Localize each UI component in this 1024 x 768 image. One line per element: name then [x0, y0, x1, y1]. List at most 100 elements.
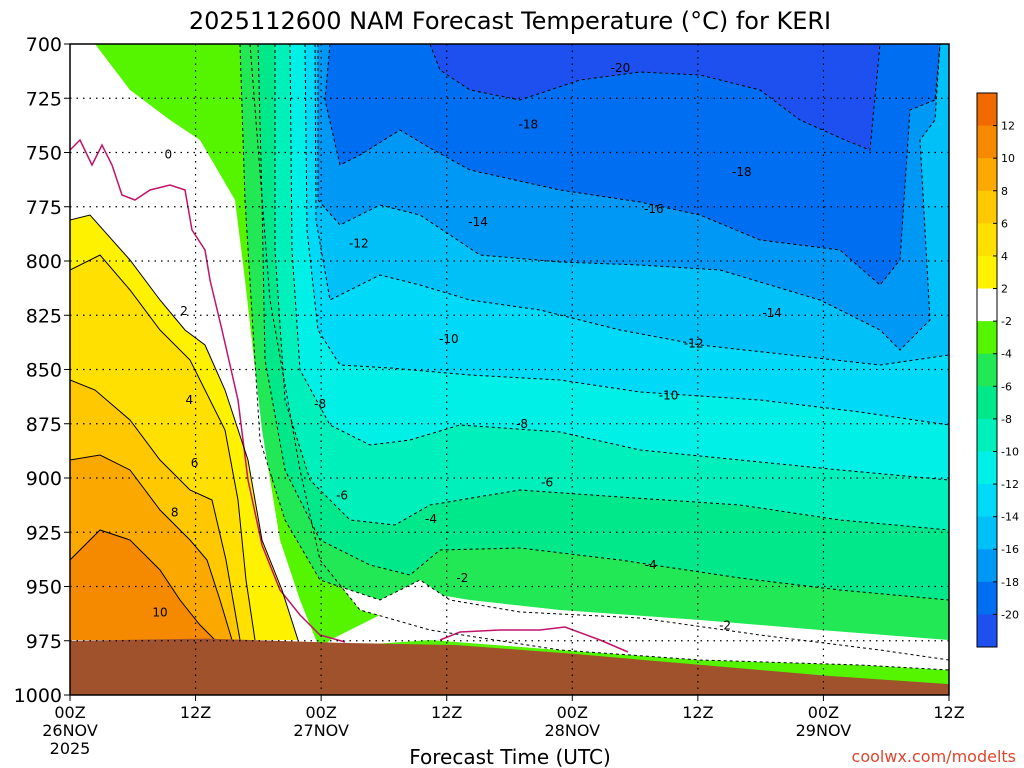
plot-area: 0 2 4 6 8 10 -2 -2 -4 -4 -6 -6 -8 -8 -10 -10 -12 -12 -14 -1…: [70, 44, 949, 695]
cold-contours: [239, 44, 949, 671]
colorbar-swatch: [977, 386, 997, 420]
x-tick-label: 12Z: [431, 703, 462, 722]
x-year-label: 2025: [50, 739, 91, 758]
colorbar-label: -10: [1001, 445, 1019, 458]
contour-label: -8: [516, 417, 528, 431]
chart-title: 2025112600 NAM Forecast Temperature (°C)…: [189, 7, 831, 35]
zero-isotherm: [70, 138, 346, 643]
colorbar-label: -8: [1001, 413, 1012, 426]
colorbar-frame: [976, 92, 998, 648]
grid: [70, 44, 949, 695]
x-axis-label: Forecast Time (UTC): [409, 745, 611, 768]
colorbar-swatch: [977, 581, 997, 615]
colorbar: 12 10 8 6 4 2 -2 -4 -6 -8 -10 -12 -14 -16 -18 -20: [976, 92, 1019, 648]
x-date-label: 29NOV: [796, 721, 852, 740]
colorbar-swatch: [977, 484, 997, 518]
contour-minus8: [274, 44, 949, 531]
contour-label: 4: [185, 393, 193, 407]
colorbar-swatch: [977, 288, 997, 322]
warm-contours: [70, 214, 299, 641]
band-minus20: [430, 44, 880, 150]
contour-minus12: [304, 44, 949, 426]
contour-minus18: [324, 44, 941, 286]
y-axis: 700 725 750 775 800 825 850 875 900 925 950 975 1000: [14, 34, 70, 707]
x-tick-label: 12Z: [180, 703, 211, 722]
y-tick-label: 1000: [14, 685, 62, 707]
colorbar-swatch: [977, 223, 997, 257]
colorbar-label: 6: [1001, 217, 1008, 230]
x-date-label: 27NOV: [293, 721, 349, 740]
contour-labels: 0 2 4 6 8 10 -2 -2 -4 -4 -6 -6 -8 -8 -10 -10 -12 -12 -14 -1…: [152, 61, 782, 633]
contour-label: -14: [468, 215, 488, 229]
contour-label: -16: [644, 202, 664, 216]
y-tick-label: 700: [26, 34, 62, 56]
contour-label: -20: [611, 61, 631, 75]
y-tick-label: 725: [26, 88, 62, 110]
colorbar-label: 4: [1001, 250, 1008, 263]
contour-label: -10: [659, 389, 679, 403]
contour-label: 8: [171, 506, 179, 520]
y-tick-label: 875: [26, 414, 62, 436]
contour-label: -6: [541, 475, 553, 489]
contour-minus4: [239, 44, 949, 661]
contour-label: -12: [349, 237, 369, 251]
contour-label: -18: [732, 165, 752, 179]
contour-4: [70, 254, 256, 641]
y-tick-label: 900: [26, 468, 62, 490]
colorbar-label: -12: [1001, 478, 1019, 491]
contour-label: -18: [519, 117, 539, 131]
colorbar-swatch: [977, 190, 997, 224]
colorbar-swatch: [977, 418, 997, 452]
band-minus2: [70, 44, 949, 695]
colorbar-swatch: [977, 255, 997, 290]
colorbar-label: 8: [1001, 185, 1008, 198]
contour-minus2: [249, 44, 949, 671]
colorbar-swatch: [977, 353, 997, 387]
contour-label: 2: [180, 304, 188, 318]
colorbar-swatch: [977, 516, 997, 550]
colorbar-label: -18: [1001, 576, 1019, 589]
y-tick-label: 950: [26, 577, 62, 599]
colorbar-swatch: [977, 614, 997, 648]
contour-label: -6: [336, 488, 348, 502]
contour-label: -2: [456, 571, 468, 585]
y-tick-label: 750: [26, 143, 62, 165]
credit-text: coolwx.com/modelts: [852, 747, 1016, 766]
colorbar-label: -2: [1001, 315, 1012, 328]
contour-2: [70, 214, 299, 641]
colorbar-swatch: [977, 451, 997, 485]
colorbar-swatch: [977, 158, 997, 192]
contour-label: 10: [152, 606, 167, 620]
colorbar-swatch: [977, 93, 997, 127]
contour-label: -14: [762, 306, 782, 320]
colorbar-label: 2: [1001, 283, 1008, 296]
x-tick-label: 00Z: [305, 703, 336, 722]
colorbar-label: -16: [1001, 543, 1019, 556]
contour-10: [70, 529, 216, 641]
colorbar-swatch: [977, 125, 997, 159]
colorbar-label: -20: [1001, 608, 1019, 621]
colorbar-swatch: [977, 321, 997, 355]
contour-label: -2: [719, 619, 731, 633]
y-tick-label: 775: [26, 197, 62, 219]
colorbar-swatch: [977, 549, 997, 583]
contour-minus14: [314, 44, 949, 366]
colorbar-label: -6: [1001, 380, 1012, 393]
colorbar-label: -4: [1001, 348, 1012, 361]
y-tick-label: 925: [26, 522, 62, 544]
contour-label: -4: [645, 558, 657, 572]
contour-label: -4: [425, 512, 437, 526]
colorbar-label: -14: [1001, 511, 1019, 524]
contour-label: -8: [314, 397, 326, 411]
x-tick-label: 00Z: [808, 703, 839, 722]
contour-8: [70, 454, 233, 641]
contour-minus16: [317, 44, 941, 351]
contour-minus10: [289, 44, 949, 481]
y-tick-label: 800: [26, 251, 62, 273]
band-10to12: [70, 530, 215, 640]
contour-label: -10: [439, 332, 459, 346]
x-date-label: 28NOV: [544, 721, 600, 740]
y-tick-label: 825: [26, 305, 62, 327]
colorbar-label: 12: [1001, 120, 1015, 133]
